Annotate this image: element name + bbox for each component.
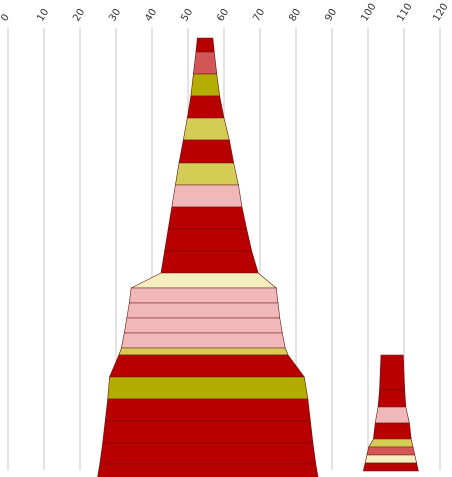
stack-band <box>104 398 311 422</box>
stack-band <box>164 228 253 252</box>
tick-label-120: 120 <box>431 2 450 24</box>
stack-band <box>109 354 305 378</box>
stack-band <box>182 117 230 141</box>
stack-band <box>171 184 243 208</box>
tick-label-0: 0 <box>0 12 12 23</box>
tick-label-40: 40 <box>143 7 159 24</box>
stack-band <box>379 354 406 391</box>
stack-band <box>193 51 218 75</box>
tick-label-80: 80 <box>287 7 303 24</box>
stack-band <box>126 302 281 319</box>
stack-band <box>175 162 239 186</box>
stack-band <box>186 95 225 119</box>
tick-label-50: 50 <box>179 7 195 24</box>
stack-band <box>368 438 414 448</box>
stack-band <box>195 37 215 53</box>
tick-label-70: 70 <box>251 7 267 24</box>
stack-band <box>190 73 221 97</box>
stack-band <box>128 287 279 304</box>
tick-label-10: 10 <box>35 7 51 24</box>
tick-label-110: 110 <box>395 2 414 24</box>
left-stack-column <box>97 37 319 477</box>
stack-band <box>160 250 259 274</box>
stack-band <box>123 317 283 334</box>
stack-band <box>374 406 410 424</box>
stack-band <box>362 462 419 472</box>
stack-band <box>130 272 278 289</box>
stack-band <box>107 376 309 400</box>
stack-band <box>364 454 417 464</box>
stack-band <box>102 420 314 444</box>
stack-band <box>99 442 317 465</box>
right-stack-column <box>362 354 419 472</box>
tick-label-90: 90 <box>323 7 339 24</box>
stack-band <box>178 139 235 164</box>
stack-band <box>377 389 407 408</box>
tick-label-100: 100 <box>359 2 378 24</box>
tick-label-20: 20 <box>71 7 87 24</box>
stack-band <box>121 332 286 349</box>
stack-band <box>366 446 416 456</box>
tick-label-layer: 0 10 20 30 40 50 60 70 80 90 100 110 120 <box>0 2 451 24</box>
stack-band <box>373 422 412 440</box>
stack-band <box>118 347 289 356</box>
stack-band <box>167 206 248 230</box>
tick-label-60: 60 <box>215 7 231 24</box>
stack-band <box>97 463 319 477</box>
tick-label-30: 30 <box>107 7 123 24</box>
